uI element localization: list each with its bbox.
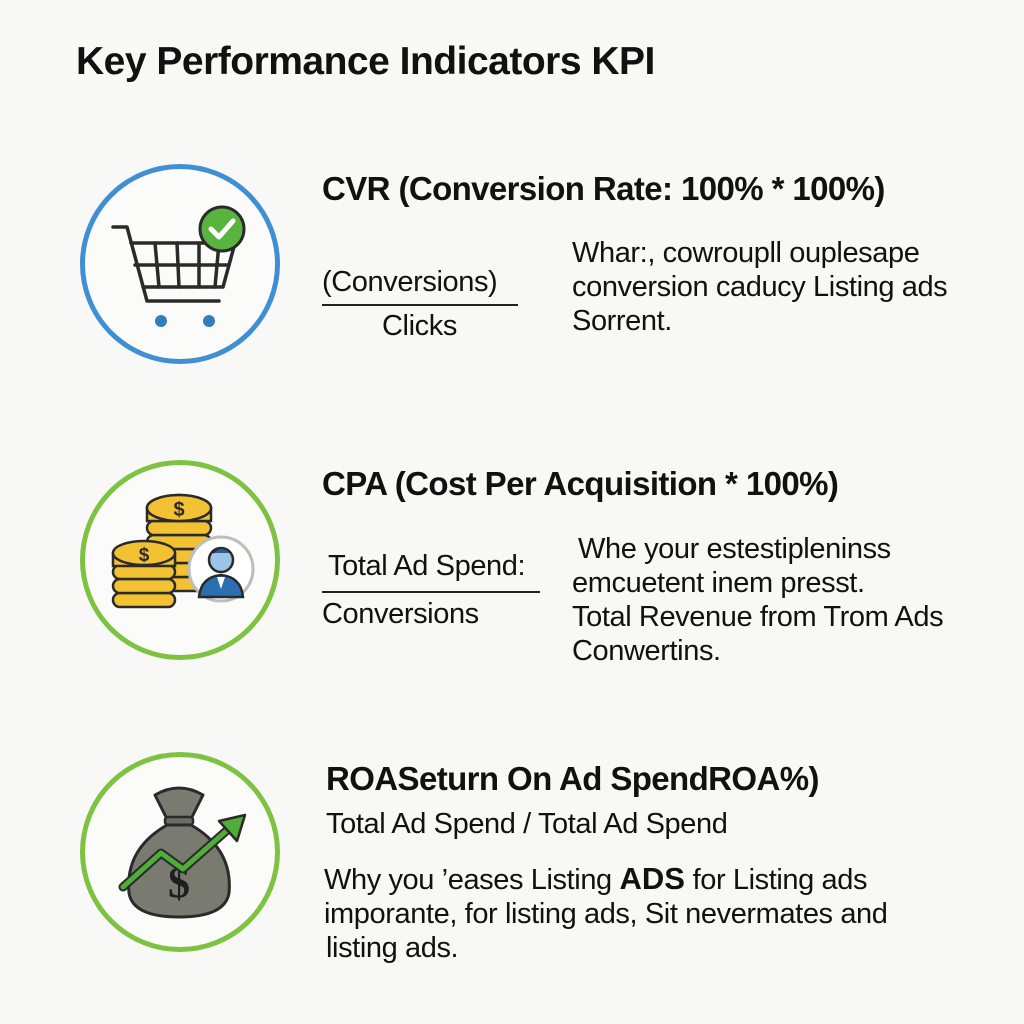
cvr-heading: CVR (Conversion Rate: 100% * 100%) xyxy=(322,170,885,207)
roas-description-text: for Listing ads xyxy=(684,864,868,896)
coins-person-icon: $ $ xyxy=(111,493,255,609)
roas-formula: Total Ad Spend / Total Ad Spend xyxy=(326,808,728,840)
cpa-formula-denominator: Conversions xyxy=(322,598,479,630)
cpa-description-line: Total Revenue from Trom Ads xyxy=(572,601,944,633)
money-bag-growth-icon: $ xyxy=(118,786,247,919)
cvr-description-line: Whar:, cowroupll ouplesape xyxy=(572,237,920,269)
cvr-description-line: conversion caducy Listing ads xyxy=(572,271,948,303)
roas-description-line: imporante, for listing ads, Sit nevermat… xyxy=(324,898,888,930)
cvr-formula-numerator: (Conversions) xyxy=(322,266,498,298)
cart-icon-circle xyxy=(80,164,280,364)
cvr-fraction-bar xyxy=(322,304,518,306)
cvr-description-line: Sorrent. xyxy=(572,305,672,337)
cpa-fraction-bar xyxy=(322,591,540,593)
shopping-cart-check-icon xyxy=(111,205,246,327)
coins-icon-circle: $ $ xyxy=(80,460,280,660)
svg-text:$: $ xyxy=(173,499,184,521)
roas-description-text: Why you ’eases Listing xyxy=(324,864,620,896)
roas-description: Why you ’eases Listing ADS for Listing a… xyxy=(324,862,888,965)
cvr-formula-denominator: Clicks xyxy=(382,310,457,342)
roas-heading: ROASeturn On Ad SpendROA%) xyxy=(326,760,819,797)
cpa-description: Whe your estestipleninss emcuetent inem … xyxy=(572,532,944,668)
cpa-description-line: emcuetent inem presst. xyxy=(572,567,865,599)
roas-description-emphasis: ADS xyxy=(619,861,685,896)
cvr-description: Whar:, cowroupll ouplesape conversion ca… xyxy=(572,236,948,338)
roas-description-line: listing ads. xyxy=(326,932,459,964)
roas-description-line: Why you ’eases Listing ADS for Listing a… xyxy=(324,862,888,897)
svg-text:$: $ xyxy=(139,545,150,566)
page-title: Key Performance Indicators KPI xyxy=(76,40,655,83)
money-bag-icon-circle: $ xyxy=(80,752,280,952)
cpa-heading: CPA (Cost Per Acquisition * 100%) xyxy=(322,465,839,502)
cpa-formula-numerator: Total Ad Spend: xyxy=(328,550,526,582)
cpa-description-line: Whe your estestipleninss xyxy=(578,533,891,565)
cpa-description-line: Conwertins. xyxy=(572,635,721,667)
